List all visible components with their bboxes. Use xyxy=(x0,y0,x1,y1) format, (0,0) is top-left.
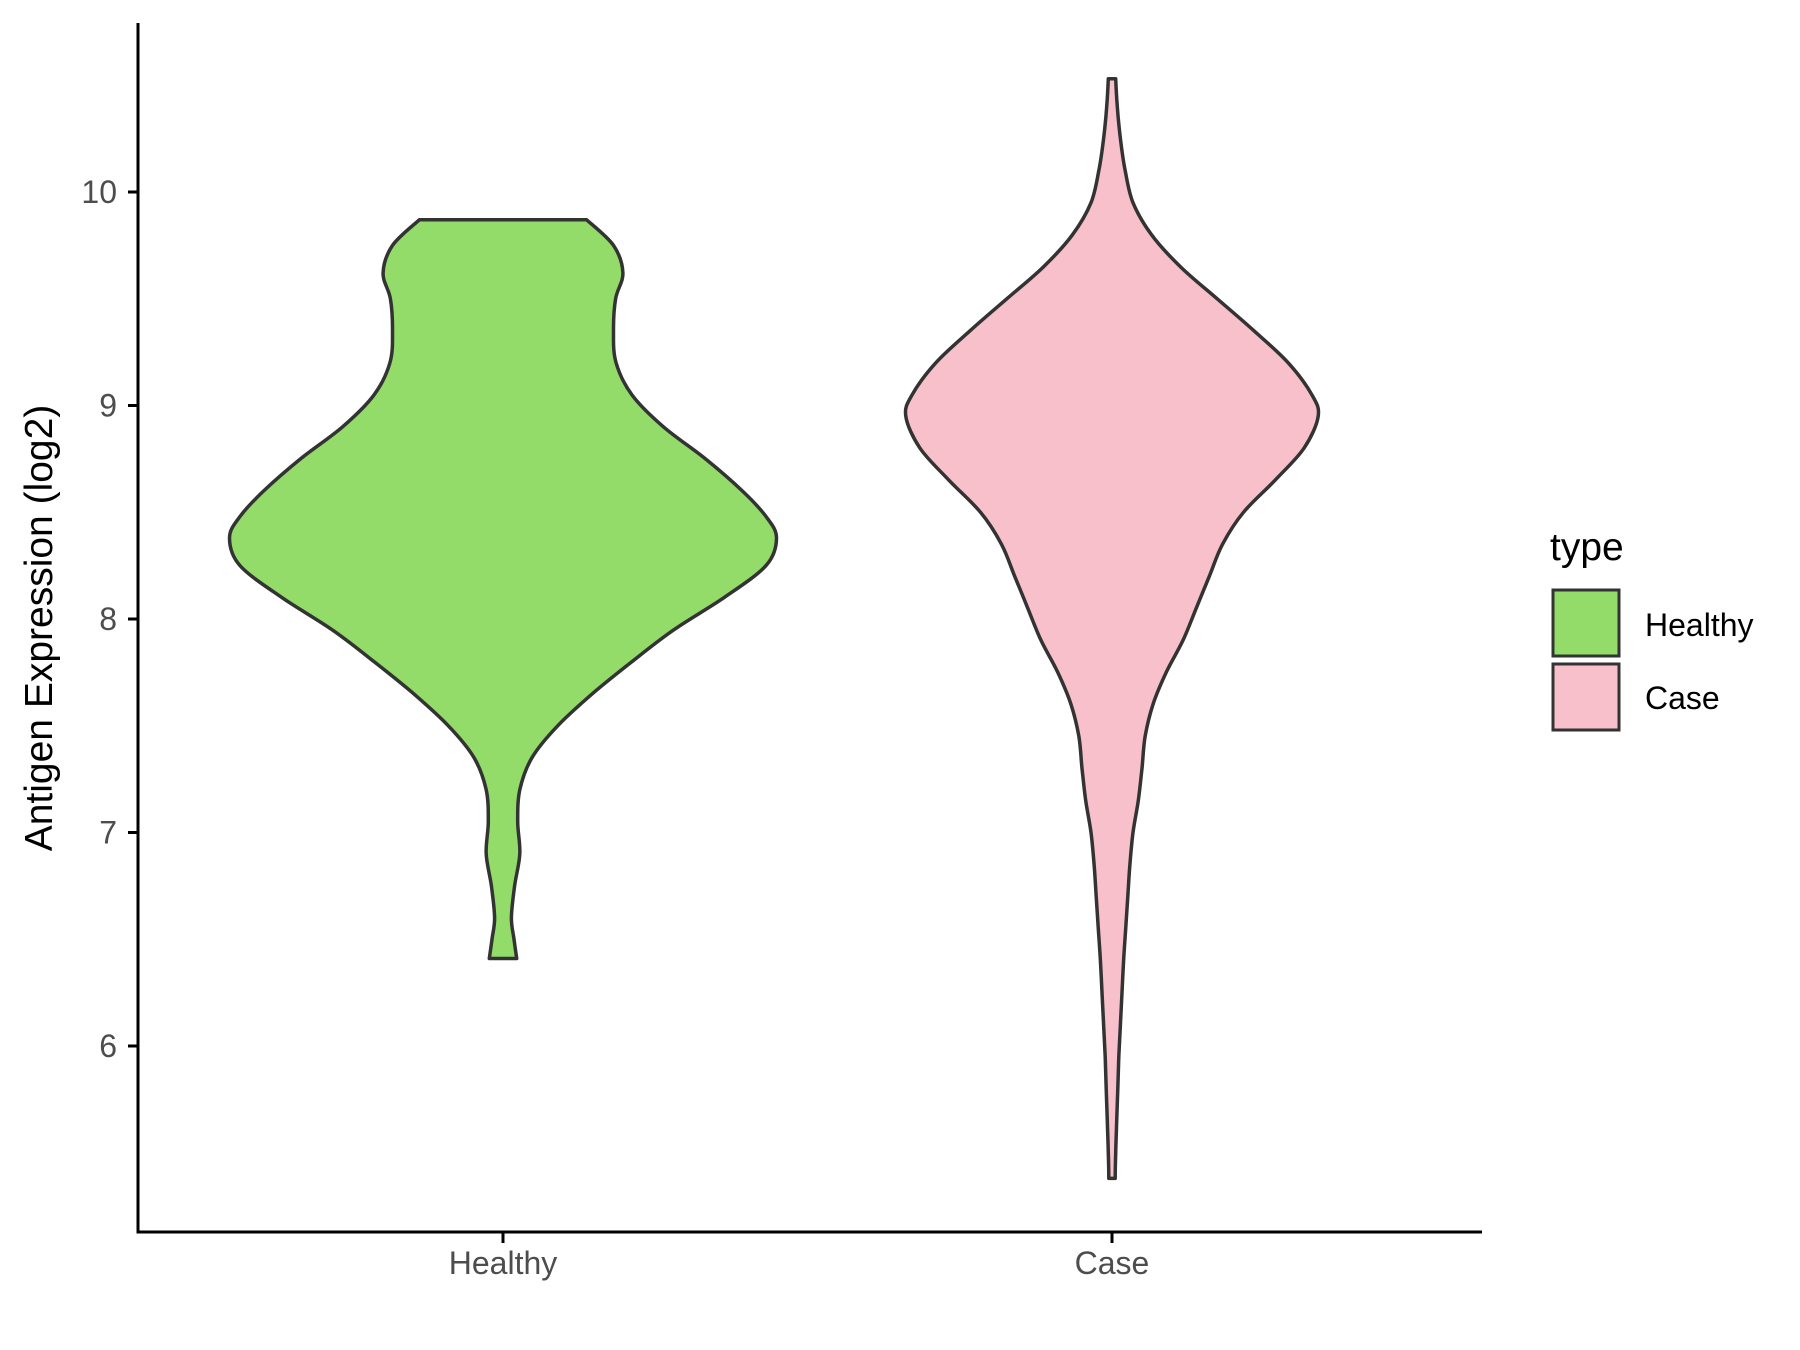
y-tick-label-8: 8 xyxy=(99,601,117,637)
legend-label-case: Case xyxy=(1645,680,1720,716)
axes: 6 7 8 9 10 Healthy Case Antigen Expression (l… xyxy=(18,23,1482,1281)
x-ticks: Healthy Case xyxy=(449,1232,1150,1281)
violin-case xyxy=(903,77,1321,1181)
y-tick-label-7: 7 xyxy=(99,815,117,851)
legend-title: type xyxy=(1550,526,1624,569)
y-tick-label-9: 9 xyxy=(99,388,117,424)
legend-key-case xyxy=(1551,662,1621,732)
x-tick-label-case: Case xyxy=(1075,1245,1150,1281)
y-tick-label-6: 6 xyxy=(99,1028,117,1064)
y-tick-label-10: 10 xyxy=(81,174,117,210)
x-tick-label-healthy: Healthy xyxy=(449,1245,558,1281)
violin-healthy xyxy=(227,218,779,961)
legend-key-healthy xyxy=(1551,588,1621,658)
y-axis-title: Antigen Expression (log2) xyxy=(18,405,61,852)
y-ticks: 6 7 8 9 10 xyxy=(81,174,138,1064)
plot-area xyxy=(227,77,1321,1181)
legend: type Healthy Case xyxy=(1550,526,1754,732)
legend-label-healthy: Healthy xyxy=(1645,607,1754,643)
